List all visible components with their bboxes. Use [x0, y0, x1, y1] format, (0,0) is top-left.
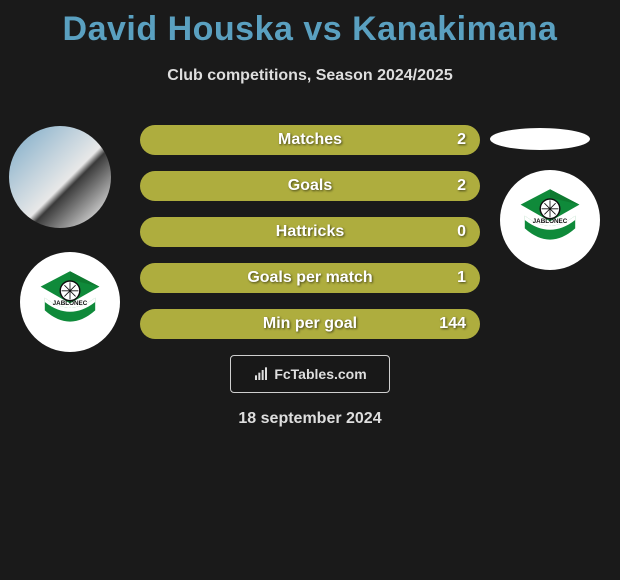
page-title: David Houska vs Kanakimana — [0, 0, 620, 49]
stat-value: 2 — [457, 177, 466, 195]
jablonec-logo-icon: JABLONEC — [35, 267, 105, 337]
stat-label: Goals — [288, 177, 332, 195]
watermark-badge: FcTables.com — [230, 355, 390, 393]
stats-bars: Matches 2 Goals 2 Hattricks 0 Goals per … — [140, 125, 480, 355]
club-badge-left: JABLONEC — [20, 252, 120, 352]
player-avatar-right-placeholder — [490, 128, 590, 150]
player-avatar-left — [9, 126, 111, 228]
date-text: 18 september 2024 — [238, 410, 381, 428]
stat-label: Min per goal — [263, 315, 357, 333]
svg-text:JABLONEC: JABLONEC — [53, 300, 88, 307]
stat-bar-hattricks: Hattricks 0 — [140, 217, 480, 247]
stat-value: 144 — [439, 315, 466, 333]
stat-label: Goals per match — [247, 269, 372, 287]
stat-value: 0 — [457, 223, 466, 241]
club-badge-right: JABLONEC — [500, 170, 600, 270]
stat-bar-goals-per-match: Goals per match 1 — [140, 263, 480, 293]
svg-text:JABLONEC: JABLONEC — [533, 218, 568, 225]
stat-value: 2 — [457, 131, 466, 149]
bar-chart-icon — [253, 366, 269, 382]
stat-bar-goals: Goals 2 — [140, 171, 480, 201]
stat-label: Matches — [278, 131, 342, 149]
comparison-card: David Houska vs Kanakimana Club competit… — [0, 0, 620, 580]
stat-label: Hattricks — [276, 223, 344, 241]
jablonec-logo-icon: JABLONEC — [515, 185, 585, 255]
season-subtitle: Club competitions, Season 2024/2025 — [0, 67, 620, 85]
watermark-text: FcTables.com — [274, 366, 366, 382]
stat-bar-min-per-goal: Min per goal 144 — [140, 309, 480, 339]
stat-value: 1 — [457, 269, 466, 287]
stat-bar-matches: Matches 2 — [140, 125, 480, 155]
